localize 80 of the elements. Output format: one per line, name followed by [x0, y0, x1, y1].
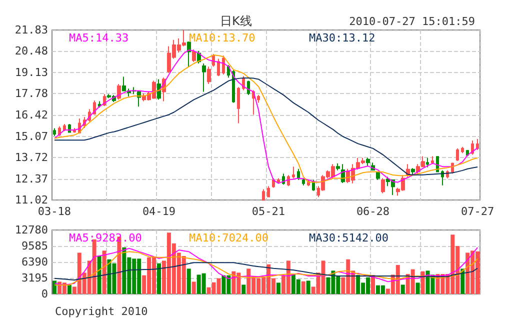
candlestick: [461, 146, 464, 154]
candlestick: [441, 170, 444, 186]
candlestick: [466, 149, 469, 156]
candlestick: [232, 69, 235, 104]
y-tick-label: 0: [41, 288, 48, 300]
candlestick: [207, 66, 211, 84]
bar: [416, 282, 420, 294]
y-tick-label: 9585: [22, 240, 48, 252]
candlestick: [366, 157, 370, 166]
y-tick-label: 11.02: [14, 194, 48, 206]
candlestick: [302, 178, 305, 186]
candlestick: [202, 62, 206, 92]
x-tick-label: 03-18: [38, 205, 72, 218]
y-tick-label: 20.48: [14, 44, 48, 58]
x-tick-label: 04-19: [142, 205, 176, 218]
series-label: MA5:9282.00: [69, 232, 142, 244]
y-tick-label: 16.42: [14, 108, 48, 122]
candlestick: [192, 48, 196, 62]
text: MA5:14.33: [69, 32, 129, 44]
x-tick-label: 07-27: [460, 205, 494, 218]
candlestick: [53, 128, 56, 136]
bar: [400, 284, 405, 294]
line-series: [54, 262, 478, 280]
y-tick-label: 12780: [14, 224, 48, 236]
candlestick: [117, 83, 121, 100]
y-tick-label: 17.78: [14, 87, 48, 100]
candlestick: [267, 186, 270, 198]
candlestick: [456, 148, 459, 162]
series-label: MA10:13.70: [189, 32, 256, 44]
text: MA30:5142.00: [309, 232, 388, 244]
y-tick-label: 6390: [22, 256, 48, 268]
candlestick: [93, 100, 96, 116]
candlestick: [277, 178, 280, 184]
bar: [67, 284, 72, 294]
y-tick-label: 21.83: [14, 24, 48, 36]
candlestick: [292, 166, 295, 179]
line-series: [54, 77, 478, 176]
candlestick: [336, 162, 340, 171]
candlestick: [247, 80, 250, 96]
candlestick: [476, 138, 479, 150]
candlestick: [222, 55, 225, 76]
bar: [52, 280, 56, 294]
text: MA30:13.12: [309, 32, 376, 44]
bar: [306, 280, 310, 294]
candlestick: [431, 156, 434, 165]
text: Copyright 2010: [55, 305, 148, 318]
candlestick: [376, 172, 380, 180]
y-tick-label: 3195: [22, 272, 48, 284]
candlestick: [187, 40, 191, 68]
y-tick-label: 15.07: [14, 130, 48, 143]
candlestick: [426, 157, 429, 168]
chart-subtitle: 2010-07-27 15:01:59: [349, 15, 476, 28]
candlestick: [411, 168, 415, 176]
candlestick: [237, 86, 240, 124]
candlestick: [471, 140, 474, 156]
candlestick: [257, 94, 260, 104]
y-tick-label: 19.13: [14, 66, 48, 79]
bar: [460, 268, 465, 294]
candlestick: [73, 127, 76, 134]
candlestick: [262, 188, 265, 200]
bar: [186, 268, 191, 294]
candlestick: [63, 124, 66, 132]
candlestick: [98, 100, 101, 108]
y-tick-label: 12.37: [14, 172, 48, 186]
bar: [420, 271, 425, 294]
y-tick-label: 13.72: [14, 151, 48, 164]
x-tick-label: 05-21: [252, 205, 286, 218]
candlestick: [217, 58, 220, 77]
bar: [192, 282, 196, 294]
bar: [242, 284, 246, 294]
x-tick-label: 06-28: [356, 205, 390, 218]
chart-title: 日K线: [220, 14, 252, 28]
bar: [276, 282, 280, 294]
candlestick: [381, 178, 385, 194]
candlestick: [297, 168, 300, 180]
bar: [97, 256, 102, 294]
bar: [301, 281, 306, 294]
bar: [157, 263, 161, 294]
candlestick: [272, 178, 275, 188]
series-label: MA10:7024.00: [189, 232, 268, 244]
